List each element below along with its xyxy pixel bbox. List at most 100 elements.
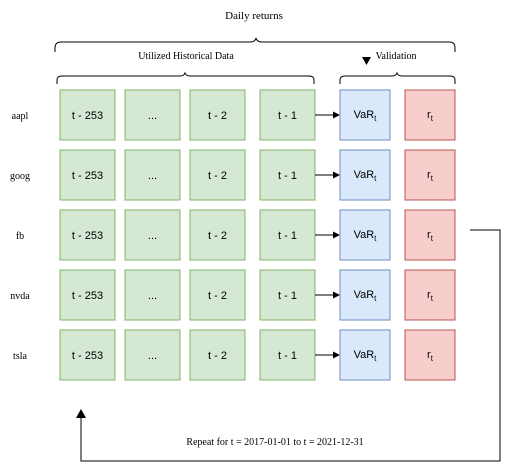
history-cell-label: t - 1 [278, 110, 297, 122]
historical-label: Utilized Historical Data [138, 51, 234, 62]
return-label-subscript: t [431, 234, 434, 243]
var-label: VaRt [354, 349, 378, 363]
return-box [404, 149, 456, 201]
validation-arrow-icon [362, 57, 371, 65]
return-label: rt [427, 349, 434, 363]
arrow-head-icon [333, 231, 340, 239]
history-cell [259, 329, 316, 381]
var-label-subscript: t [374, 354, 377, 363]
var-box [339, 209, 391, 261]
var-label-main: VaR [354, 289, 375, 301]
var-label: VaRt [354, 109, 378, 123]
return-box [404, 269, 456, 321]
return-label: rt [427, 169, 434, 183]
history-cell-label: t - 2 [208, 170, 227, 182]
history-cell-label: ... [148, 350, 157, 362]
history-cell-label: ... [148, 290, 157, 302]
return-label: rt [427, 229, 434, 243]
history-cell [189, 329, 246, 381]
history-cell-label: t - 253 [72, 170, 103, 182]
history-cell [124, 329, 181, 381]
var-label-subscript: t [374, 294, 377, 303]
history-cell [124, 149, 181, 201]
var-label-subscript: t [374, 174, 377, 183]
history-cell-label: t - 2 [208, 110, 227, 122]
var-label-subscript: t [374, 114, 377, 123]
var-label-main: VaR [354, 169, 375, 181]
return-label-subscript: t [431, 354, 434, 363]
history-cell [124, 89, 181, 141]
var-box [339, 89, 391, 141]
return-box [404, 329, 456, 381]
var-label-main: VaR [354, 349, 375, 361]
history-cell [189, 269, 246, 321]
history-cell [124, 269, 181, 321]
history-cell-label: t - 2 [208, 230, 227, 242]
arrow-head-icon [333, 111, 340, 119]
var-box [339, 269, 391, 321]
history-cell-label: t - 1 [278, 230, 297, 242]
history-cell-label: t - 1 [278, 350, 297, 362]
return-label: rt [427, 289, 434, 303]
var-label: VaRt [354, 229, 378, 243]
history-cell [189, 149, 246, 201]
history-cell [59, 149, 116, 201]
var-label: VaRt [354, 169, 378, 183]
history-cell-label: ... [148, 110, 157, 122]
var-box [339, 329, 391, 381]
stock-label: fb [16, 231, 24, 242]
stock-label: goog [10, 171, 30, 182]
return-label-subscript: t [431, 114, 434, 123]
return-label-subscript: t [431, 174, 434, 183]
validation-label: Validation [375, 51, 416, 62]
historical-brace [56, 71, 315, 84]
stock-label: tsla [13, 351, 27, 362]
history-cell-label: t - 253 [72, 290, 103, 302]
history-cell [189, 209, 246, 261]
repeat-label: Repeat for t = 2017-01-01 to t = 2021-12… [186, 437, 363, 448]
return-label-main: r [427, 169, 431, 181]
arrow-head-icon [333, 351, 340, 359]
arrow-head-icon [333, 171, 340, 179]
history-cell-label: t - 1 [278, 290, 297, 302]
return-label-main: r [427, 349, 431, 361]
history-cell-label: ... [148, 170, 157, 182]
return-label-main: r [427, 109, 431, 121]
var-label-subscript: t [374, 234, 377, 243]
title: Daily returns [225, 10, 283, 22]
history-cell-label: t - 1 [278, 170, 297, 182]
var-label: VaRt [354, 289, 378, 303]
return-label-main: r [427, 289, 431, 301]
var-label-main: VaR [354, 109, 375, 121]
repeat-loop-connector [80, 229, 501, 462]
arrow-head-icon [333, 291, 340, 299]
history-cell-label: t - 253 [72, 110, 103, 122]
stock-label: nvda [10, 291, 30, 302]
validation-brace [339, 71, 456, 84]
repeat-arrow-icon [76, 409, 86, 418]
history-cell-label: t - 253 [72, 350, 103, 362]
history-cell [59, 209, 116, 261]
return-label: rt [427, 109, 434, 123]
var-box [339, 149, 391, 201]
var-label-main: VaR [354, 229, 375, 241]
return-box [404, 89, 456, 141]
history-cell [59, 89, 116, 141]
return-box [404, 209, 456, 261]
history-cell-label: t - 2 [208, 350, 227, 362]
stock-label: aapl [12, 111, 29, 122]
history-cell [59, 329, 116, 381]
history-cell-label: t - 2 [208, 290, 227, 302]
return-label-subscript: t [431, 294, 434, 303]
history-cell-label: ... [148, 230, 157, 242]
history-cell [189, 89, 246, 141]
history-cell [59, 269, 116, 321]
return-label-main: r [427, 229, 431, 241]
